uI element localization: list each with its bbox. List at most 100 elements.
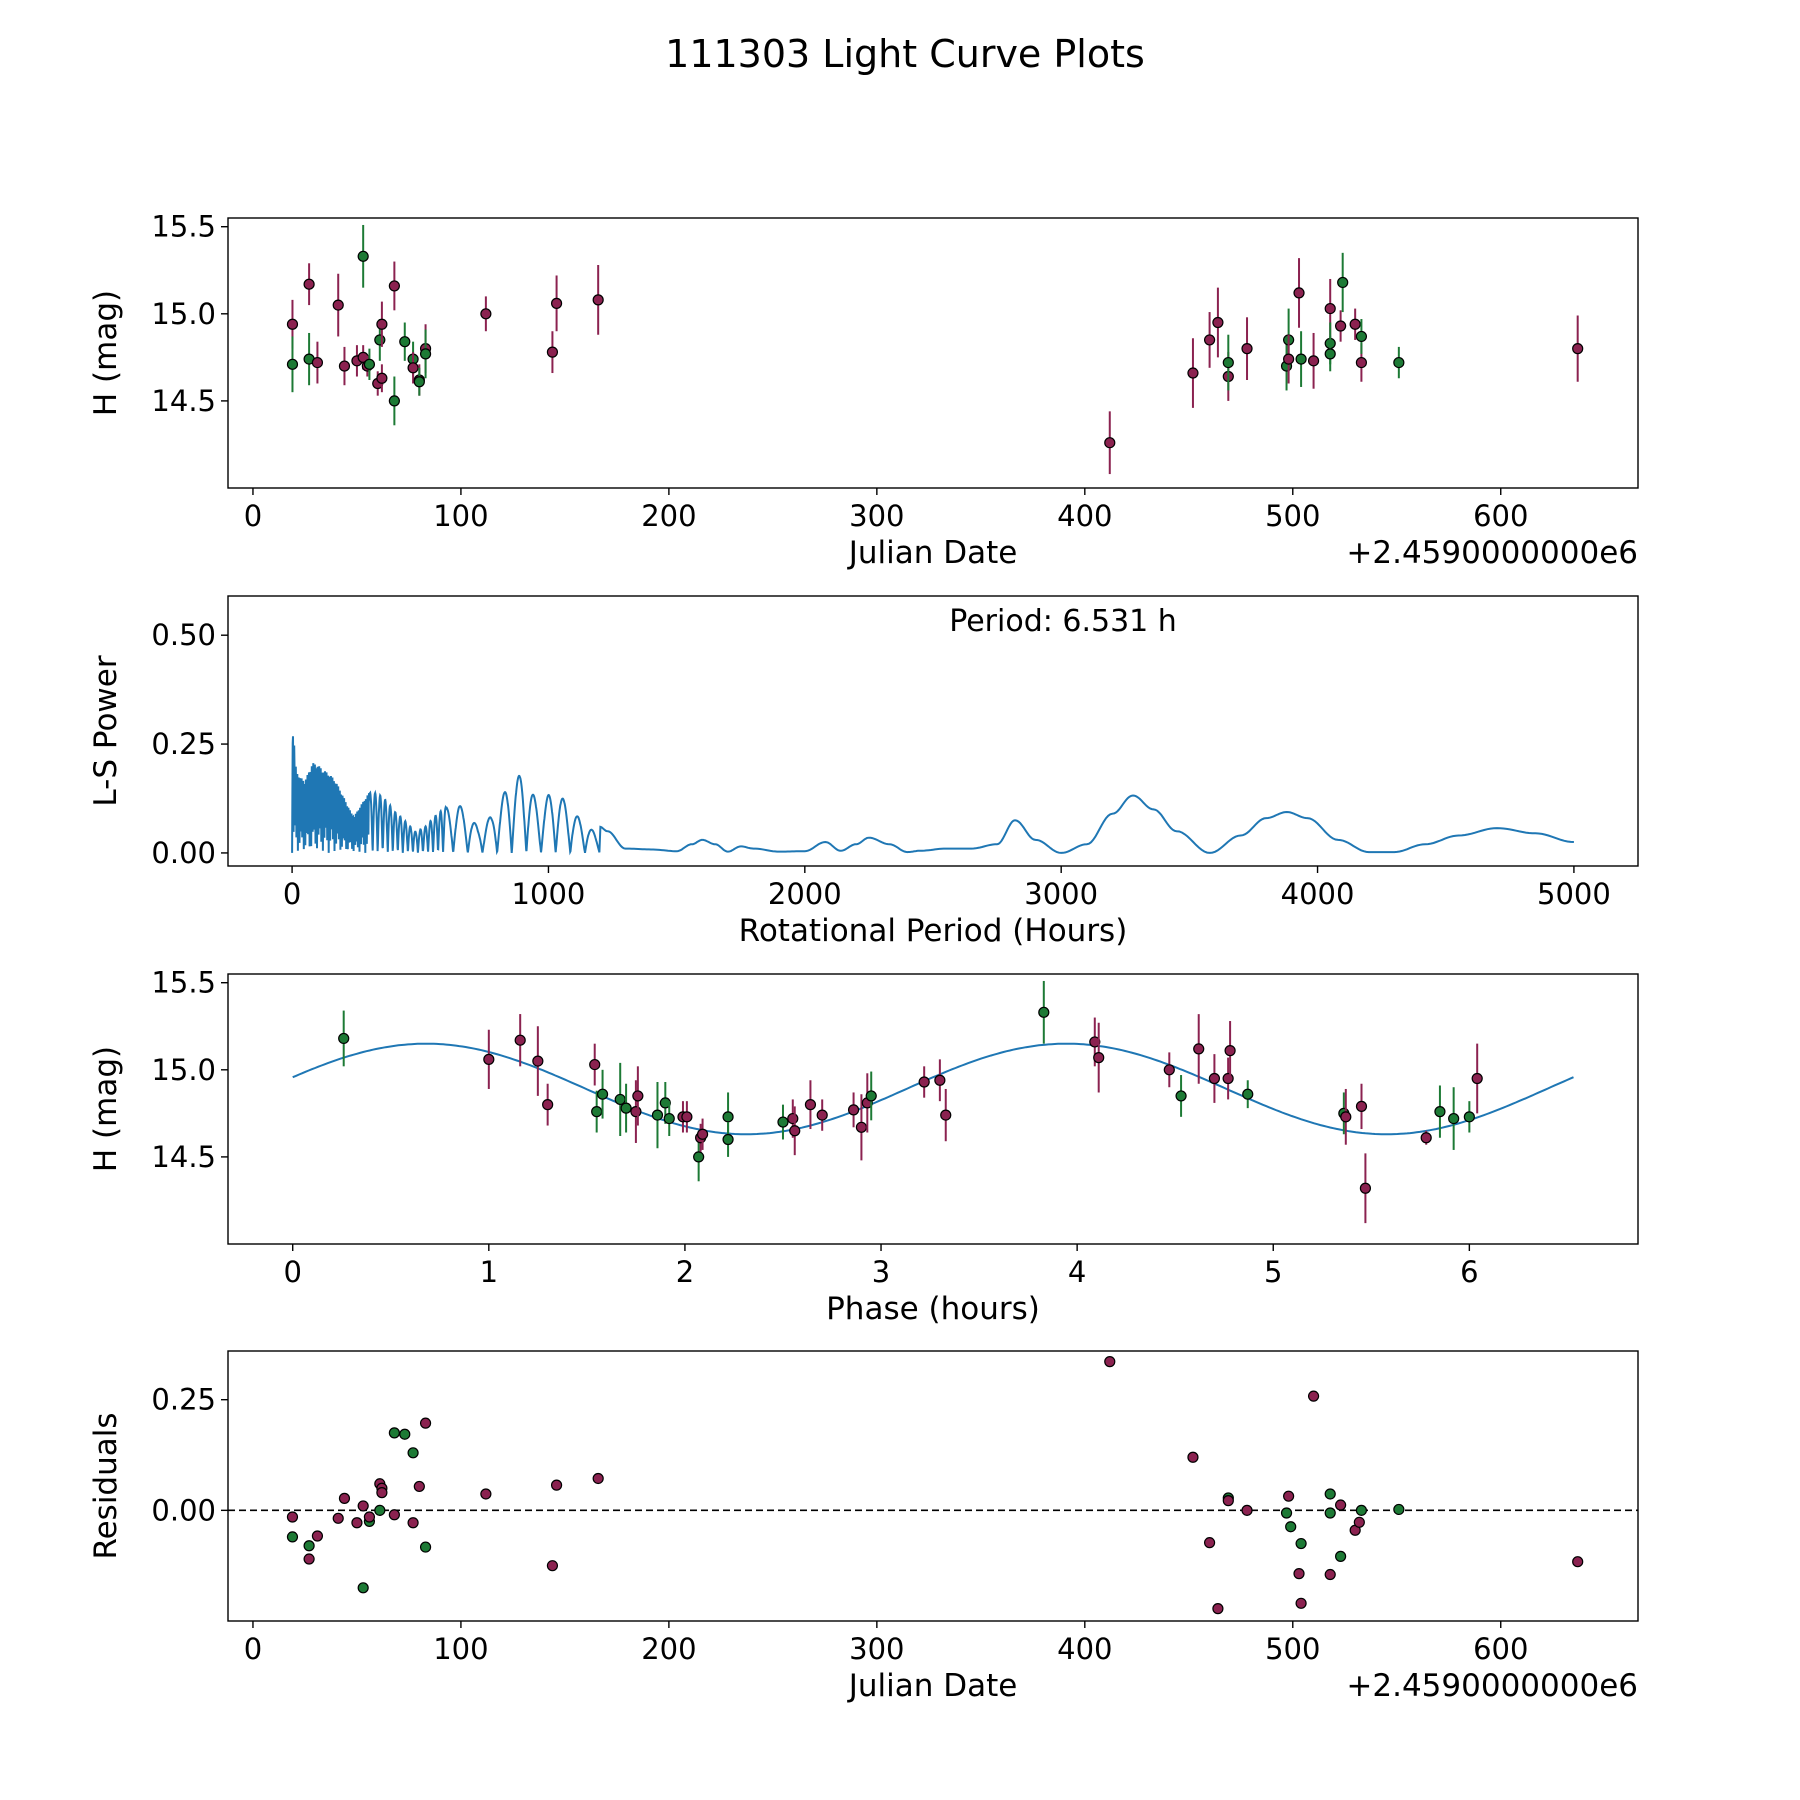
- residuals-point: [357, 1500, 369, 1512]
- phased-point: [804, 1099, 817, 1111]
- phased-point: [659, 1097, 671, 1109]
- phased-point: [787, 1112, 799, 1125]
- phased-point: [693, 1151, 705, 1163]
- lightcurve-xtick-label: 0: [244, 499, 262, 533]
- residuals-point: [1295, 1537, 1307, 1550]
- lightcurve-point: [550, 297, 563, 309]
- residuals-point: [407, 1517, 419, 1529]
- lightcurve-point: [1572, 343, 1584, 355]
- phased-frame: [227, 973, 1639, 1245]
- residuals-ytick-label: 0.00: [151, 1493, 216, 1527]
- residuals-point: [303, 1540, 315, 1552]
- lightcurve-point: [303, 278, 315, 290]
- residuals-point: [388, 1427, 400, 1439]
- figure-title: 111303 Light Curve Plots: [665, 32, 1145, 76]
- periodogram-line: [291, 736, 1574, 856]
- phased-point: [777, 1116, 789, 1128]
- periodogram-ytick-label: 0.50: [151, 618, 216, 652]
- periodogram-ytick-label: 0.25: [151, 727, 216, 761]
- periodogram-frame: [227, 595, 1639, 867]
- phased-point: [338, 1032, 350, 1045]
- residuals-point: [546, 1560, 559, 1572]
- residuals-point: [592, 1472, 604, 1485]
- residuals-point: [1104, 1356, 1116, 1368]
- phased-point: [614, 1093, 626, 1106]
- model-fit-curve: [292, 1042, 1574, 1136]
- residuals-point: [1283, 1490, 1295, 1502]
- phased-point: [865, 1090, 877, 1102]
- residuals-data: [228, 1356, 1638, 1615]
- phased-point: [1471, 1072, 1483, 1085]
- phased-point: [591, 1106, 603, 1118]
- phased-point: [630, 1106, 642, 1118]
- phased-point: [1420, 1132, 1432, 1144]
- periodogram-ytick-label: 0.00: [151, 836, 216, 870]
- phased-point: [1242, 1088, 1254, 1100]
- lightcurve-point: [419, 348, 432, 360]
- phased-ytick-label: 15.0: [151, 1053, 216, 1087]
- residuals-frame: [227, 1350, 1639, 1622]
- lightcurve-point: [1203, 334, 1216, 346]
- residuals-point: [1203, 1537, 1216, 1549]
- lightcurve-point: [480, 308, 492, 320]
- lightcurve-point: [1355, 330, 1368, 343]
- residuals-point: [1353, 1516, 1365, 1528]
- periodogram-xtick-label: 0: [283, 877, 301, 911]
- lightcurve-point: [1104, 437, 1116, 449]
- residuals-point: [303, 1553, 315, 1565]
- lightcurve-xtick-label: 400: [1057, 499, 1112, 533]
- phased-point: [816, 1109, 828, 1121]
- phased-data: [292, 980, 1574, 1224]
- lightcurve-xtick-label: 500: [1265, 499, 1320, 533]
- phased-point: [1222, 1072, 1234, 1085]
- lightcurve-ytick-label: 15.5: [151, 210, 216, 244]
- lightcurve-offset-text: +2.4590000000e6: [1346, 535, 1638, 571]
- lightcurve-ylabel: H (mag): [88, 290, 124, 416]
- residuals-point: [1335, 1499, 1347, 1511]
- residuals-point: [1355, 1504, 1368, 1516]
- lightcurve-point: [1293, 287, 1305, 299]
- lightcurve-xtick-label: 100: [433, 499, 488, 533]
- lightcurve-point: [1355, 356, 1368, 369]
- residuals-point: [332, 1512, 344, 1524]
- residuals-point: [388, 1509, 400, 1521]
- lightcurve-point: [1335, 320, 1347, 332]
- phased-point: [934, 1074, 946, 1086]
- periodogram-xtick-label: 5000: [1537, 877, 1611, 911]
- periodogram-ylabel: L-S Power: [88, 655, 124, 806]
- periodogram-xtick-label: 2000: [768, 877, 842, 911]
- residuals-point: [286, 1531, 299, 1543]
- periodogram-xlabel: Rotational Period (Hours): [739, 913, 1128, 949]
- residuals-point: [1295, 1597, 1307, 1609]
- phased-point: [918, 1076, 930, 1088]
- lightcurve-point: [399, 336, 411, 348]
- residuals-offset-text: +2.4590000000e6: [1346, 1668, 1638, 1704]
- phased-point: [681, 1111, 693, 1123]
- residuals-xtick-label: 300: [849, 1632, 904, 1666]
- lightcurve-point: [1222, 356, 1234, 369]
- lightcurve-point: [338, 360, 351, 372]
- lightcurve-data: [286, 224, 1584, 475]
- residuals-point: [363, 1511, 376, 1523]
- phased-xlabel: Phase (hours): [826, 1291, 1040, 1327]
- residuals-point: [1324, 1568, 1336, 1581]
- phased-point: [1448, 1112, 1460, 1125]
- phased-point: [1208, 1072, 1221, 1085]
- residuals-point: [407, 1447, 419, 1459]
- residuals-point: [376, 1487, 388, 1499]
- phased-point: [1089, 1036, 1101, 1048]
- phased-point: [1224, 1045, 1236, 1057]
- residuals-point: [1285, 1521, 1297, 1533]
- phased-point: [483, 1053, 495, 1065]
- lightcurve-point: [311, 356, 324, 369]
- residuals-point: [419, 1541, 432, 1553]
- phased-point: [1434, 1106, 1446, 1118]
- residuals-panel: Julian Date Residuals +2.4590000000e6 0 1…: [88, 1350, 1639, 1704]
- lightcurve-point: [357, 250, 369, 262]
- phased-xtick-label: 6: [1460, 1255, 1478, 1289]
- residuals-point: [1222, 1495, 1234, 1507]
- phased-point: [855, 1121, 868, 1133]
- lightcurve-point: [413, 376, 425, 388]
- residuals-point: [338, 1492, 351, 1504]
- residuals-point: [1187, 1451, 1199, 1463]
